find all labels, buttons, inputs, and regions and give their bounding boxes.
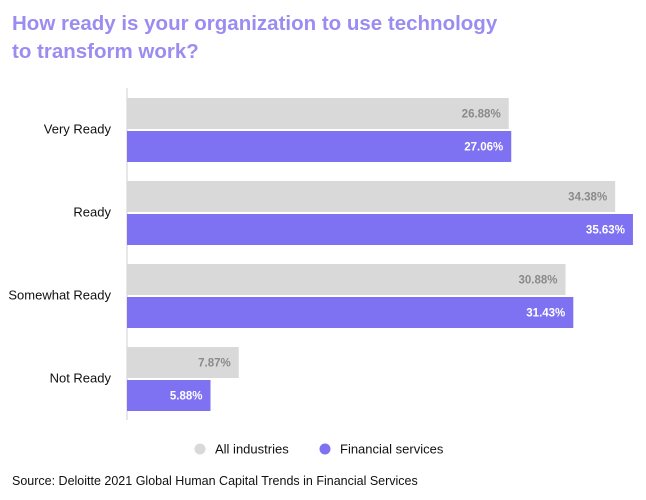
bar-financial-services-somewhat-ready	[127, 297, 574, 328]
data-label-financial-services-ready: 35.63%	[586, 225, 625, 237]
legend-label-financial-services: Financial services	[340, 441, 444, 456]
data-label-all-industries-ready: 34.38%	[568, 192, 607, 204]
chart-title: How ready is your organization to use te…	[12, 10, 612, 66]
bar-financial-services-not-ready	[127, 380, 211, 411]
bar-all-industries-somewhat-ready	[127, 264, 566, 295]
data-label-financial-services-not-ready: 5.88%	[170, 391, 203, 403]
legend-label-all-industries: All industries	[215, 441, 289, 456]
legend-marker-financial-services	[319, 443, 331, 455]
category-label-very-ready: Very Ready	[44, 121, 112, 136]
data-label-financial-services-somewhat-ready: 31.43%	[526, 308, 565, 320]
data-label-all-industries-not-ready: 7.87%	[198, 358, 231, 370]
data-label-all-industries-very-ready: 26.88%	[462, 109, 501, 121]
bar-all-industries-ready	[127, 181, 616, 212]
bar-all-industries-not-ready	[127, 347, 239, 378]
chart-title-line-1: How ready is your organization to use te…	[12, 12, 498, 35]
bar-all-industries-very-ready	[127, 98, 509, 129]
data-label-all-industries-somewhat-ready: 30.88%	[518, 275, 557, 287]
bar-financial-services-ready	[127, 214, 633, 245]
legend-marker-all-industries	[194, 443, 206, 455]
source-note: Source: Deloitte 2021 Global Human Capit…	[12, 474, 418, 488]
category-label-ready: Ready	[73, 204, 111, 219]
data-label-financial-services-very-ready: 27.06%	[464, 142, 503, 154]
category-label-not-ready: Not Ready	[50, 370, 112, 385]
chart-title-line-2: to transform work?	[12, 40, 199, 63]
category-label-somewhat-ready: Somewhat Ready	[8, 287, 111, 302]
bar-financial-services-very-ready	[127, 131, 512, 162]
bar-chart: Very Ready 26.88% 27.06% Ready 34.38% 35.63% S…	[8, 88, 633, 456]
